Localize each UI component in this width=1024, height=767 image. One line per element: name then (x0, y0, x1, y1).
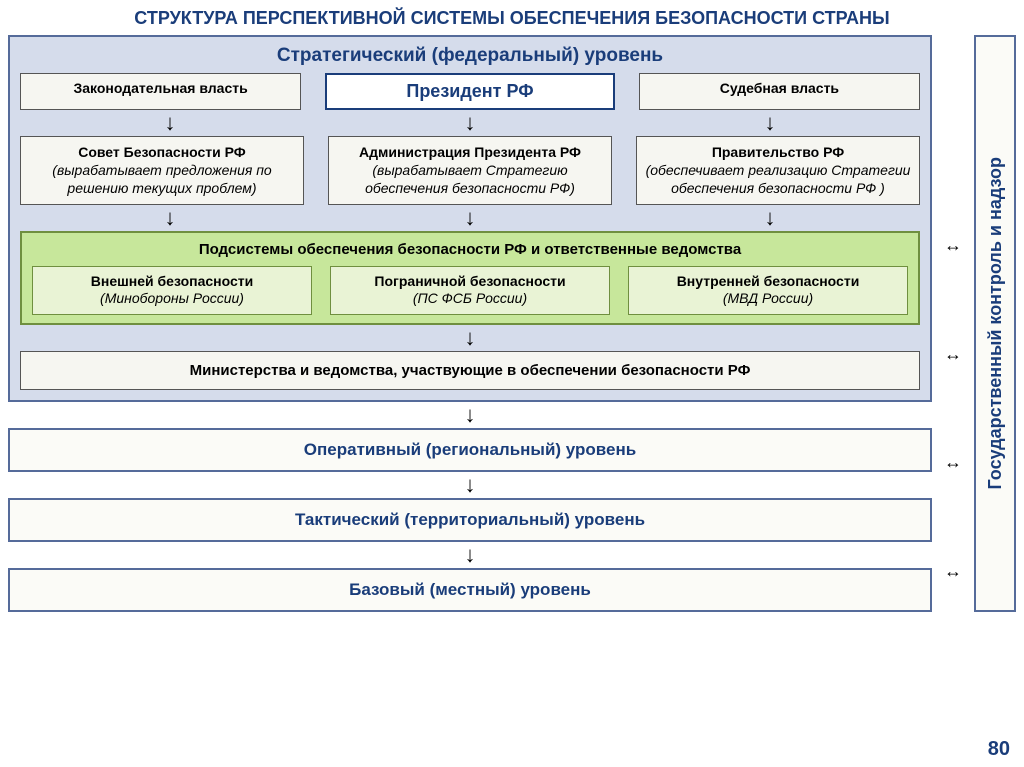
left-column: Стратегический (федеральный) уровень Зак… (8, 35, 932, 612)
subsystems-row: Внешней безопасности (Минобороны России)… (32, 266, 908, 315)
arrow-down-icon: ↓ (165, 207, 176, 229)
arrow-subs-to-ministries: ↓ (20, 325, 920, 351)
harr-icon: ↔ (944, 452, 962, 473)
arrow-to-base: ↓ (8, 542, 932, 568)
top-row: Законодательная власть Президент РФ Суде… (20, 73, 920, 110)
page-number: 80 (988, 738, 1010, 761)
arrow-down-icon: ↓ (165, 112, 176, 134)
state-control-panel: Государственный контроль и надзор (974, 35, 1016, 612)
harr-icon: ↔ (944, 561, 962, 582)
page-title: СТРУКТУРА ПЕРСПЕКТИВНОЙ СИСТЕМЫ ОБЕСПЕЧЕ… (8, 8, 1016, 29)
tactical-level-box: Тактический (территориальный) уровень (8, 498, 932, 542)
arrow-down-icon: ↓ (765, 207, 776, 229)
base-level-box: Базовый (местный) уровень (8, 568, 932, 612)
arrow-down-icon: ↓ (465, 207, 476, 229)
harr-icon: ↔ (944, 344, 962, 365)
state-control-label: Государственный контроль и надзор (985, 157, 1006, 490)
arrow-down-icon: ↓ (465, 474, 476, 496)
strategic-level-title: Стратегический (федеральный) уровень (20, 45, 920, 67)
strategic-panel: Стратегический (федеральный) уровень Зак… (8, 35, 932, 402)
arrow-to-operational: ↓ (8, 402, 932, 428)
subsystems-panel: Подсистемы обеспечения безопасности РФ и… (20, 231, 920, 325)
president-box: Президент РФ (325, 73, 615, 110)
arrow-down-icon: ↓ (765, 112, 776, 134)
mid-row: Совет Безопасности РФ (вырабатывает пред… (20, 136, 920, 205)
arrow-down-icon: ↓ (465, 544, 476, 566)
legislative-box: Законодательная власть (20, 73, 301, 110)
side-connectors: ↔ ↔ ↔ ↔ (942, 35, 964, 612)
security-council-box: Совет Безопасности РФ (вырабатывает пред… (20, 136, 304, 205)
arrows-top-to-mid: ↓ ↓ ↓ (20, 110, 920, 136)
operational-level-box: Оперативный (региональный) уровень (8, 428, 932, 472)
subsystems-title: Подсистемы обеспечения безопасности РФ и… (32, 241, 908, 258)
arrow-down-icon: ↓ (465, 404, 476, 426)
harr-icon: ↔ (944, 235, 962, 256)
subsystem-internal: Внутренней безопасности (МВД России) (628, 266, 908, 315)
judicial-box: Судебная власть (639, 73, 920, 110)
president-slot: Президент РФ (325, 73, 615, 110)
subsystem-external: Внешней безопасности (Минобороны России) (32, 266, 312, 315)
ministries-box: Министерства и ведомства, участвующие в … (20, 351, 920, 390)
subsystem-border: Пограничной безопасности (ПС ФСБ России) (330, 266, 610, 315)
administration-box: Администрация Президента РФ (вырабатывае… (328, 136, 612, 205)
arrows-mid-to-subs: ↓ ↓ ↓ (20, 205, 920, 231)
main-layout: Стратегический (федеральный) уровень Зак… (8, 35, 1016, 612)
government-box: Правительство РФ (обеспечивает реализаци… (636, 136, 920, 205)
arrow-to-tactical: ↓ (8, 472, 932, 498)
arrow-down-icon: ↓ (465, 327, 476, 349)
arrow-down-icon: ↓ (465, 112, 476, 134)
